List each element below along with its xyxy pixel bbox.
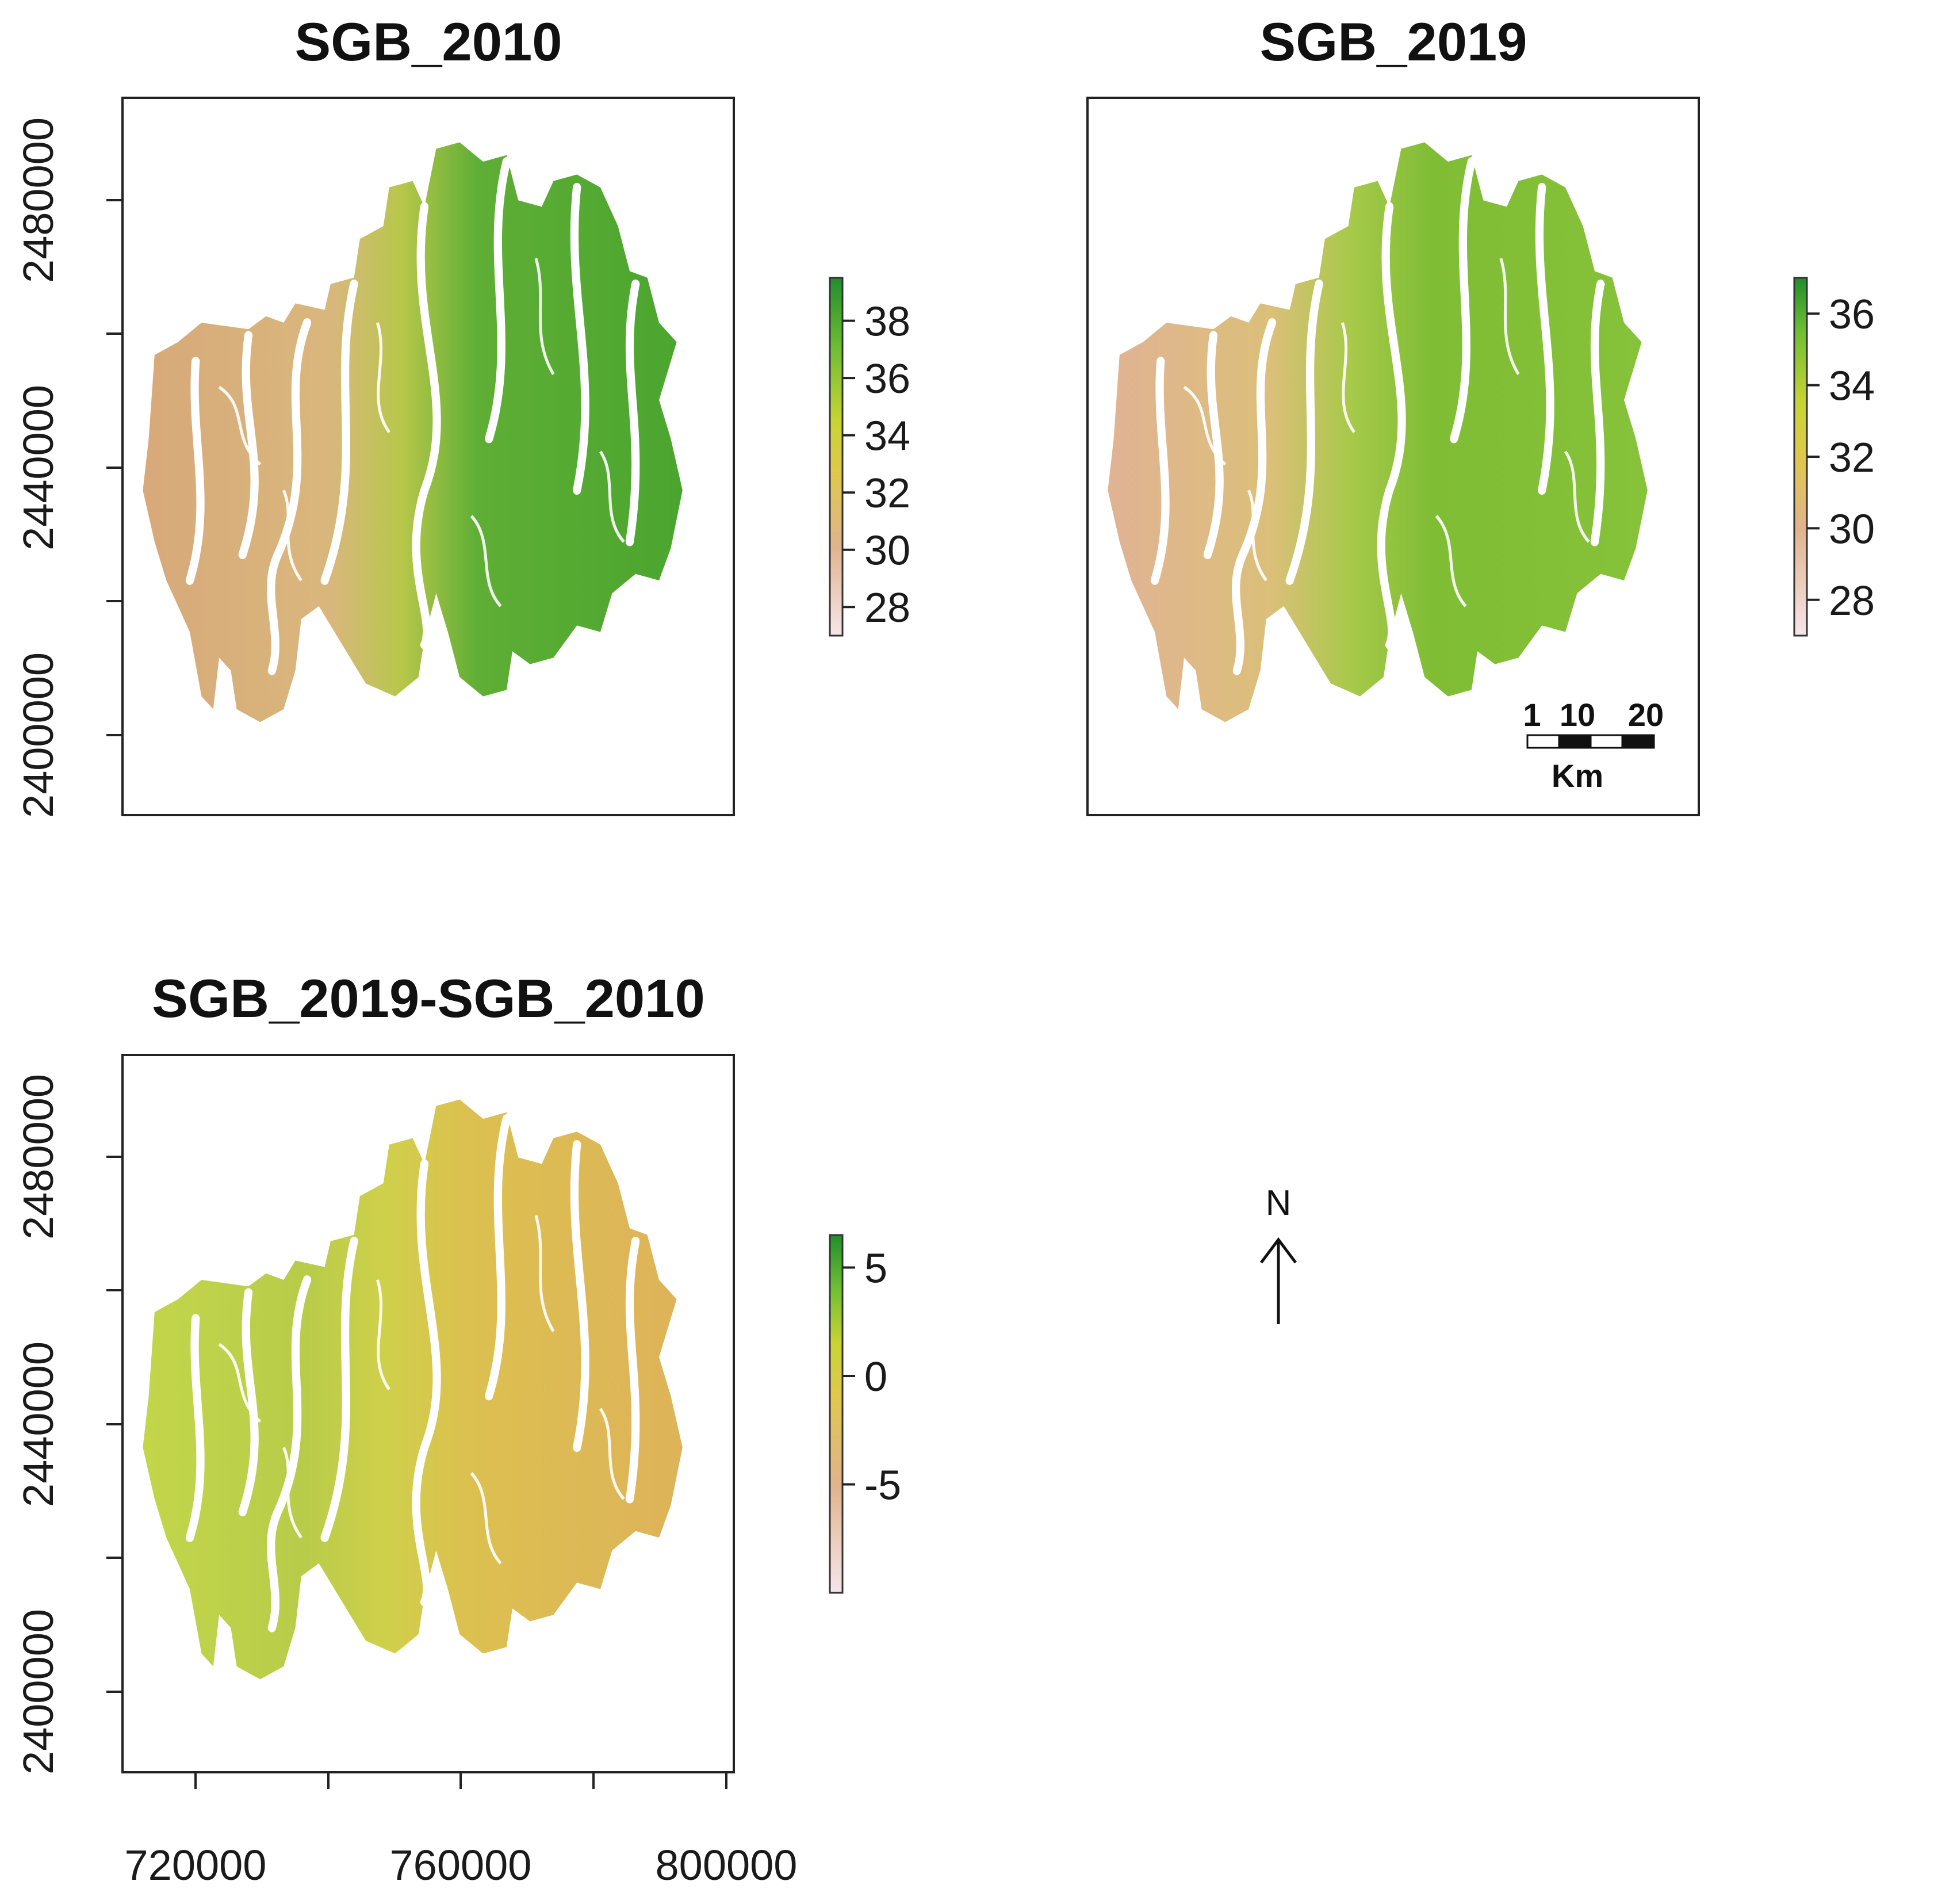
y-tick-label: 2480000 [14, 1074, 62, 1240]
colorbar-ramp [829, 277, 844, 637]
y-tick-label: 2440000 [14, 1341, 62, 1507]
panel-title-diff: SGB_2019-SGB_2010 [152, 968, 704, 1029]
y-tick-label: 2400000 [14, 652, 62, 818]
colorbar-tick-label: 38 [864, 299, 910, 345]
colorbar-tick-label: 30 [864, 528, 910, 574]
colorbar-sgb2010: 38 36 34 32 30 28 [829, 277, 910, 637]
x-axis-diff: 720000 760000 800000 [125, 1771, 798, 1889]
colorbar-tick-label: 30 [1829, 506, 1875, 552]
scale-label-20: 20 [1628, 697, 1664, 733]
colorbar-tick-label: 28 [1829, 578, 1875, 624]
north-label: N [1266, 1183, 1292, 1223]
panel-sgb2010: SGB_2010 [14, 12, 910, 818]
colorbar-ramp [1793, 277, 1808, 637]
y-axis-sgb2010: 2480000 2440000 2400000 [14, 117, 122, 818]
scale-unit: Km [1552, 758, 1603, 794]
x-tick-label: 800000 [656, 1841, 798, 1889]
panel-title-sgb2019: SGB_2019 [1259, 12, 1527, 72]
colorbar-tick-label: 34 [864, 414, 910, 460]
colorbar-tick-label: 5 [864, 1246, 887, 1292]
colorbar-tick-label: 28 [864, 585, 910, 631]
x-tick-label: 720000 [125, 1841, 267, 1889]
map-frame-sgb2019 [1086, 97, 1700, 816]
y-tick-label: 2400000 [14, 1609, 62, 1775]
y-axis-diff: 2480000 2440000 2400000 [14, 1074, 122, 1775]
scale-label-10: 10 [1560, 697, 1595, 733]
raster-sgb2010 [143, 142, 683, 722]
scale-bar: 1 10 20 Km [1523, 697, 1664, 794]
y-tick-label: 2480000 [14, 117, 62, 283]
colorbar-tick-label: 32 [1829, 435, 1875, 481]
panel-sgb2019: SGB_2019 [1086, 12, 1875, 816]
colorbar-ramp [829, 1234, 844, 1594]
map-frame-sgb2010 [121, 97, 735, 816]
colorbar-tick-label: -5 [864, 1463, 901, 1509]
colorbar-tick-label: 36 [1829, 292, 1875, 338]
x-tick-label: 760000 [390, 1841, 532, 1889]
colorbar-sgb2019: 36 34 32 30 28 [1793, 277, 1875, 637]
colorbar-tick-label: 0 [864, 1354, 887, 1400]
north-arrow: N [1260, 1183, 1297, 1324]
panel-title-sgb2010: SGB_2010 [294, 12, 562, 72]
panel-diff: SGB_2019-SGB_2010 [14, 968, 901, 1889]
y-tick-label: 2440000 [14, 385, 62, 550]
north-arrow-head [1260, 1237, 1297, 1264]
colorbar-tick-label: 36 [864, 356, 910, 402]
colorbar-tick-label: 34 [1829, 364, 1875, 410]
raster-sgb2019 [1108, 142, 1648, 722]
colorbar-tick-label: 32 [864, 471, 910, 517]
colorbar-diff: 5 0 -5 [829, 1234, 901, 1594]
scale-label-1: 1 [1523, 697, 1541, 733]
raster-diff [143, 1099, 683, 1680]
